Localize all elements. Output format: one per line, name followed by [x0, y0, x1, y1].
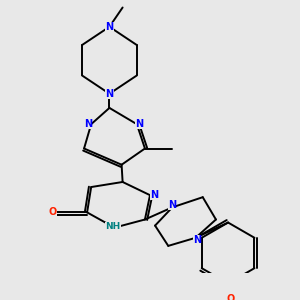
Text: N: N	[193, 235, 201, 245]
Text: N: N	[105, 89, 113, 99]
Text: N: N	[168, 200, 176, 210]
Text: N: N	[150, 190, 158, 200]
Text: NH: NH	[106, 222, 121, 231]
Text: N: N	[136, 119, 144, 129]
Text: N: N	[105, 22, 113, 32]
Text: O: O	[48, 207, 56, 218]
Text: O: O	[227, 294, 235, 300]
Text: N: N	[84, 119, 92, 129]
